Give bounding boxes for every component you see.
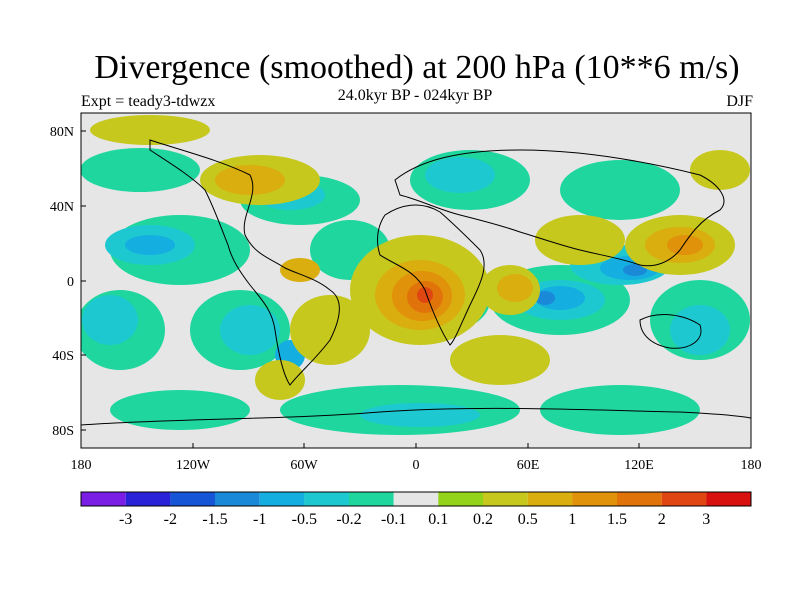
colorbar-box [349, 492, 394, 506]
lon-tick-label: 60W [290, 458, 318, 473]
lon-tick-label: 120W [176, 458, 211, 473]
colorbar-box [527, 492, 573, 506]
chart-title: Divergence (smoothed) at 200 hPa (10**6 … [94, 49, 740, 86]
colorbar-label: -0.5 [292, 511, 317, 528]
colorbar: -3 -2 -1.5 -1 -0.5 -0.2 -0.1 0.1 0.2 0.5… [80, 491, 752, 528]
colorbar-box [125, 492, 171, 506]
colorbar-label: 0.5 [518, 511, 538, 528]
lat-tick-label: 40N [50, 200, 74, 215]
lat-axis: 80N 40N 0 40S 80S [50, 125, 86, 439]
season-label: DJF [726, 93, 753, 110]
lat-tick-label: 40S [52, 349, 74, 364]
lat-tick-label: 0 [67, 275, 74, 290]
colorbar-box [438, 492, 483, 506]
colorbar-label: -0.1 [381, 511, 406, 528]
colorbar-box [81, 492, 126, 506]
experiment-label: Expt = teady3-tdwzx [81, 93, 216, 110]
lon-tick-label: 0 [413, 458, 420, 473]
colorbar-label: -1.5 [202, 511, 227, 528]
colorbar-box [572, 492, 617, 506]
chart-subtitle: 24.0kyr BP - 024kyr BP [337, 87, 493, 104]
colorbar-label: 1 [568, 511, 576, 528]
colorbar-box [617, 492, 662, 506]
colorbar-box [170, 492, 215, 506]
colorbar-box [393, 492, 439, 506]
colorbar-label: 0.1 [428, 511, 448, 528]
colorbar-label: 0.2 [473, 511, 493, 528]
lon-tick-label: 180 [71, 458, 92, 473]
colorbar-label: 2 [658, 511, 666, 528]
colorbar-box [661, 492, 707, 506]
colorbar-box [304, 492, 349, 506]
colorbar-box [215, 492, 260, 506]
colorbar-label: 3 [702, 511, 710, 528]
colorbar-box [483, 492, 528, 506]
divergence-field [81, 113, 751, 448]
lat-tick-label: 80S [52, 424, 74, 439]
lon-tick-label: 60E [517, 458, 540, 473]
colorbar-label: 1.5 [607, 511, 627, 528]
lat-tick-label: 80N [50, 125, 74, 140]
colorbar-frame [80, 491, 752, 507]
lon-axis: 180 120W 60W 0 60E 120E 180 [71, 443, 762, 473]
colorbar-label: -3 [119, 511, 132, 528]
coastlines [81, 139, 751, 426]
colorbar-box [706, 492, 751, 506]
colorbar-label: -1 [253, 511, 266, 528]
colorbar-label: -2 [164, 511, 177, 528]
colorbar-box [259, 492, 305, 506]
colorbar-label: -0.2 [336, 511, 361, 528]
lon-tick-label: 180 [741, 458, 762, 473]
lon-tick-label: 120E [624, 458, 654, 473]
